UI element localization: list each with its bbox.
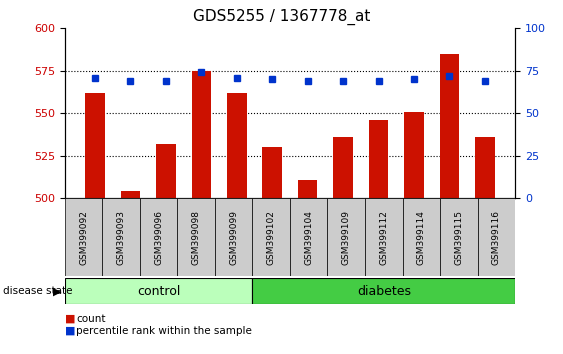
Text: GSM399093: GSM399093 — [117, 210, 126, 265]
Text: control: control — [137, 285, 180, 298]
Text: GSM399104: GSM399104 — [304, 210, 313, 265]
Bar — [156, 144, 176, 198]
Text: ■: ■ — [65, 314, 75, 324]
Bar — [477, 198, 515, 276]
Bar — [365, 198, 403, 276]
Bar — [177, 198, 215, 276]
Bar — [215, 198, 252, 276]
Text: GSM399116: GSM399116 — [492, 210, 501, 265]
Bar — [85, 93, 105, 198]
Bar — [102, 198, 140, 276]
Text: GSM399092: GSM399092 — [79, 210, 88, 265]
Text: ▶: ▶ — [53, 286, 62, 296]
Bar — [290, 198, 328, 276]
Text: ■: ■ — [65, 326, 75, 336]
Text: disease state: disease state — [3, 286, 72, 296]
Bar — [120, 192, 140, 198]
Text: GSM399114: GSM399114 — [417, 210, 426, 265]
Text: GSM399102: GSM399102 — [267, 210, 276, 265]
Bar — [440, 54, 459, 198]
Bar — [252, 198, 290, 276]
Bar — [140, 198, 177, 276]
Bar — [369, 120, 388, 198]
Bar — [191, 71, 211, 198]
Bar — [262, 147, 282, 198]
Text: count: count — [76, 314, 105, 324]
Text: diabetes: diabetes — [357, 285, 411, 298]
Bar — [404, 112, 424, 198]
Bar — [333, 137, 353, 198]
Bar — [475, 137, 495, 198]
Bar — [440, 198, 477, 276]
Text: GDS5255 / 1367778_at: GDS5255 / 1367778_at — [193, 9, 370, 25]
Bar — [252, 278, 515, 304]
Text: GSM399096: GSM399096 — [154, 210, 163, 265]
Text: GSM399099: GSM399099 — [229, 210, 238, 265]
Bar — [403, 198, 440, 276]
Text: GSM399098: GSM399098 — [191, 210, 200, 265]
Text: GSM399115: GSM399115 — [454, 210, 463, 265]
Bar — [65, 198, 102, 276]
Bar — [227, 93, 247, 198]
Text: GSM399109: GSM399109 — [342, 210, 351, 265]
Text: GSM399112: GSM399112 — [379, 210, 388, 265]
Text: percentile rank within the sample: percentile rank within the sample — [76, 326, 252, 336]
Bar — [328, 198, 365, 276]
Bar — [65, 278, 252, 304]
Bar — [298, 179, 318, 198]
